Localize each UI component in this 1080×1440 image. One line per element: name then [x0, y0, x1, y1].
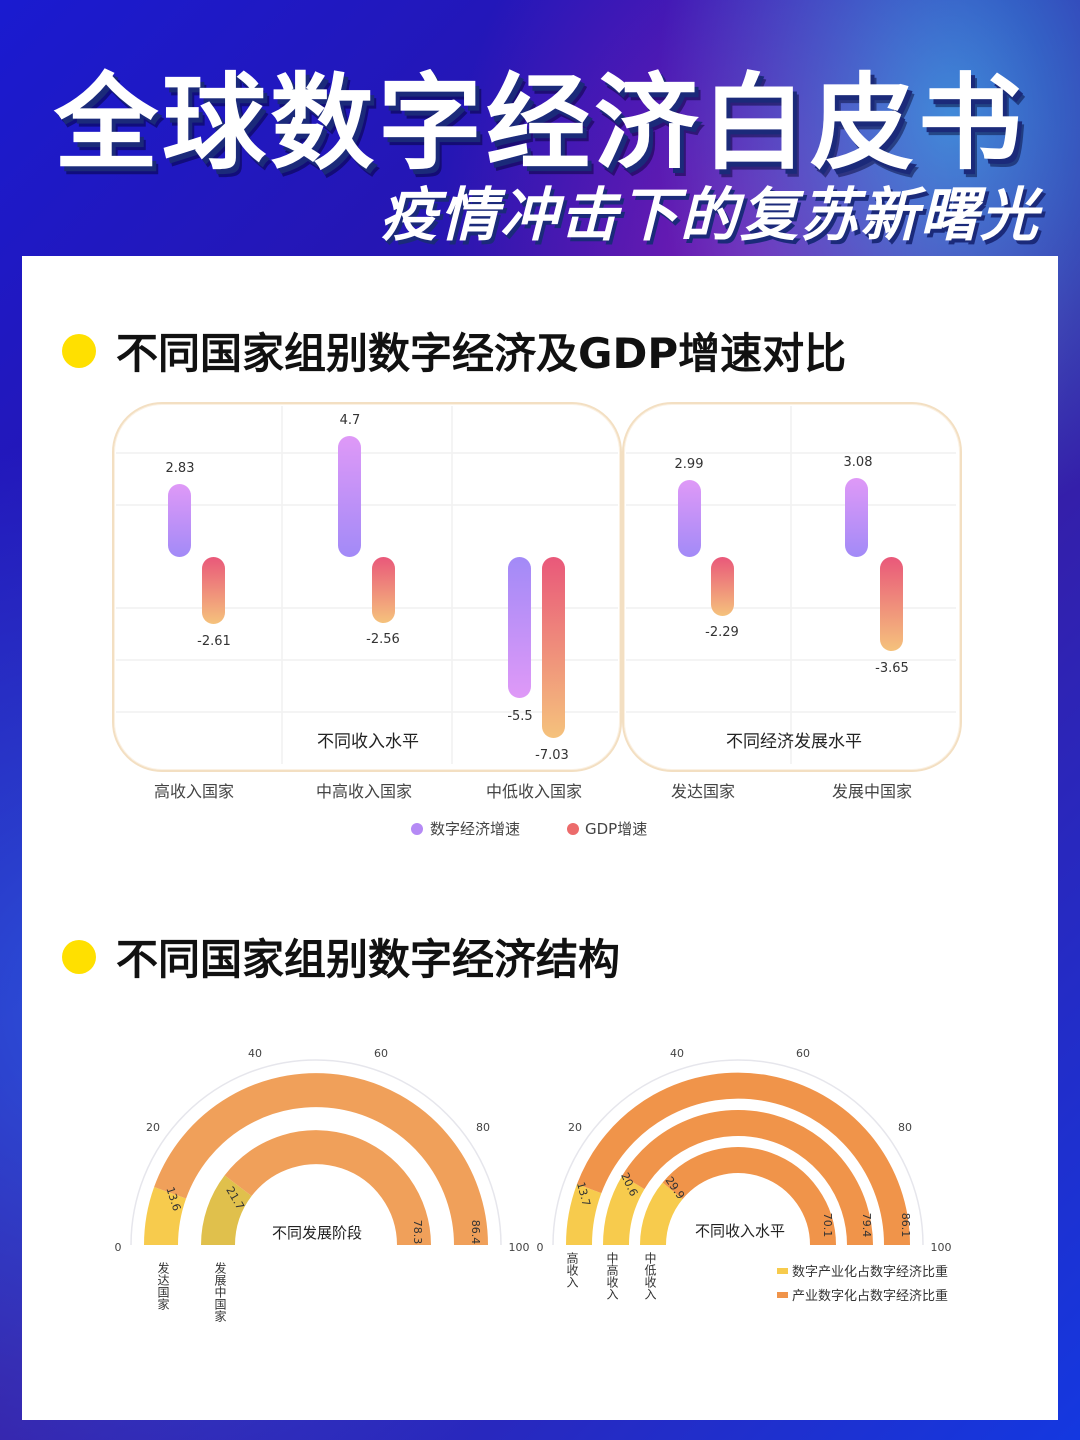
bar-digital-lower-middle	[508, 557, 531, 698]
svg-text:20: 20	[146, 1121, 160, 1134]
svg-text:78.3: 78.3	[411, 1220, 424, 1245]
svg-text:100: 100	[509, 1241, 530, 1254]
legend-gdp-label: GDP增速	[585, 820, 647, 838]
bar-digital-developing	[845, 478, 868, 557]
legend-orange-label: 产业数字化占数字经济比重	[792, 1288, 948, 1304]
bar-gdp-upper-middle	[372, 557, 395, 623]
ring-developing-yellow	[201, 1175, 252, 1246]
bullet-dot-icon	[62, 333, 96, 368]
svg-text:40: 40	[248, 1047, 262, 1060]
svg-text:60: 60	[374, 1047, 388, 1060]
svg-text:13.7: 13.7	[574, 1181, 593, 1208]
ring-lower-middle-yellow	[640, 1182, 683, 1246]
category-label: 中高收入国家	[316, 782, 412, 801]
bar-gdp-developing	[880, 557, 903, 651]
value-label: 2.83	[166, 461, 195, 476]
svg-text:40: 40	[670, 1047, 684, 1060]
category-label: 高收入国家	[154, 782, 234, 801]
ring-developing-orange	[224, 1130, 431, 1246]
page-subtitle: 疫情冲击下的复苏新曙光	[379, 181, 1040, 249]
chart3-legend: 数字产业化占数字经济比重 产业数字化占数字经济比重	[777, 1264, 948, 1304]
svg-text:79.4: 79.4	[860, 1213, 873, 1238]
svg-text:86.1: 86.1	[899, 1213, 912, 1238]
ring-upper-middle-yellow	[603, 1175, 645, 1246]
value-label: -2.56	[366, 632, 400, 647]
ring-high-income-orange	[577, 1072, 911, 1246]
value-label: 4.7	[340, 413, 361, 428]
svg-text:70.1: 70.1	[821, 1213, 834, 1238]
radial-chart-income-level: 0 20 40 60 80 100 13.7 20.6 29.9 86.1 79…	[537, 1047, 952, 1304]
bar-gdp-high-income	[202, 557, 225, 624]
ring-developed-orange	[154, 1073, 488, 1246]
svg-text:60: 60	[796, 1047, 810, 1060]
structure-radial-charts: 0 20 40 60 80 100 13.6 21.7 86.4 78.3 不同…	[115, 1047, 952, 1322]
bar-gdp-lower-middle	[542, 557, 565, 738]
section-title-text: 不同国家组别数字经济结构	[116, 935, 621, 984]
radial-chart-development-stage: 0 20 40 60 80 100 13.6 21.7 86.4 78.3 不同…	[115, 1047, 530, 1322]
category-label: 发达国家	[671, 782, 735, 801]
value-label: -3.65	[875, 661, 909, 676]
category-label: 中低收入国家	[486, 782, 582, 801]
center-label: 不同发展阶段	[272, 1224, 362, 1242]
gridlines	[116, 406, 956, 764]
ring-upper-middle-orange	[622, 1110, 873, 1246]
value-label: -5.5	[507, 709, 532, 724]
legend-digital-label: 数字经济增速	[430, 820, 520, 838]
page-title: 全球数字经济白皮书	[53, 62, 1026, 184]
svg-text:86.4: 86.4	[469, 1220, 482, 1245]
section-title-structure: 不同国家组别数字经济结构	[62, 926, 620, 987]
bar-digital-upper-middle	[338, 436, 361, 557]
value-label: -2.61	[197, 634, 231, 649]
legend-yellow-icon	[777, 1268, 788, 1274]
bar-digital-developed	[678, 480, 701, 557]
svg-text:20: 20	[568, 1121, 582, 1134]
group-label-development: 不同经济发展水平	[726, 732, 862, 752]
chart1-legend: 数字经济增速 GDP增速	[411, 820, 647, 838]
panel-development-level	[622, 402, 962, 772]
value-label: -7.03	[535, 748, 569, 763]
svg-text:中高收入: 中高收入	[605, 1251, 619, 1300]
legend-digital-icon	[411, 823, 423, 835]
svg-text:发达国家: 发达国家	[156, 1261, 170, 1310]
section-title-growth: 不同国家组别数字经济及GDP增速对比	[62, 320, 846, 381]
value-label: 3.08	[844, 455, 873, 470]
group-label-income: 不同收入水平	[317, 732, 419, 752]
bullet-dot-icon	[62, 939, 96, 974]
svg-text:高收入: 高收入	[565, 1251, 579, 1288]
digital-economy-bars	[168, 436, 868, 698]
svg-text:80: 80	[476, 1121, 490, 1134]
value-label: -2.29	[705, 625, 739, 640]
ring-labels-vertical: 发达国家 发展中国家	[156, 1261, 227, 1322]
svg-text:中低收入: 中低收入	[643, 1251, 657, 1300]
category-label: 发展中国家	[832, 782, 912, 801]
ring-high-income-yellow	[565, 1184, 602, 1246]
ring-lower-middle-orange	[662, 1147, 836, 1246]
svg-text:100: 100	[931, 1241, 952, 1254]
svg-text:0: 0	[537, 1241, 544, 1254]
ring-developed-yellow	[144, 1187, 187, 1246]
bar-digital-high-income	[168, 484, 191, 557]
legend-orange-icon	[777, 1292, 788, 1298]
ring-labels-vertical: 高收入 中高收入 中低收入	[565, 1251, 657, 1300]
legend-yellow-label: 数字产业化占数字经济比重	[792, 1264, 948, 1280]
growth-comparison-chart: 2.83 4.7 -5.5 2.99 3.08 -2.61 -2.56 -7.0…	[116, 406, 956, 838]
value-label: 2.99	[675, 457, 704, 472]
svg-text:80: 80	[898, 1121, 912, 1134]
gdp-bars	[202, 557, 903, 738]
legend-gdp-icon	[567, 823, 579, 835]
center-label: 不同收入水平	[695, 1222, 785, 1240]
svg-text:发展中国家: 发展中国家	[213, 1261, 227, 1322]
bar-gdp-developed	[711, 557, 734, 616]
panel-income-level	[112, 402, 622, 772]
section-title-text: 不同国家组别数字经济及GDP增速对比	[116, 329, 847, 378]
svg-text:0: 0	[115, 1241, 122, 1254]
